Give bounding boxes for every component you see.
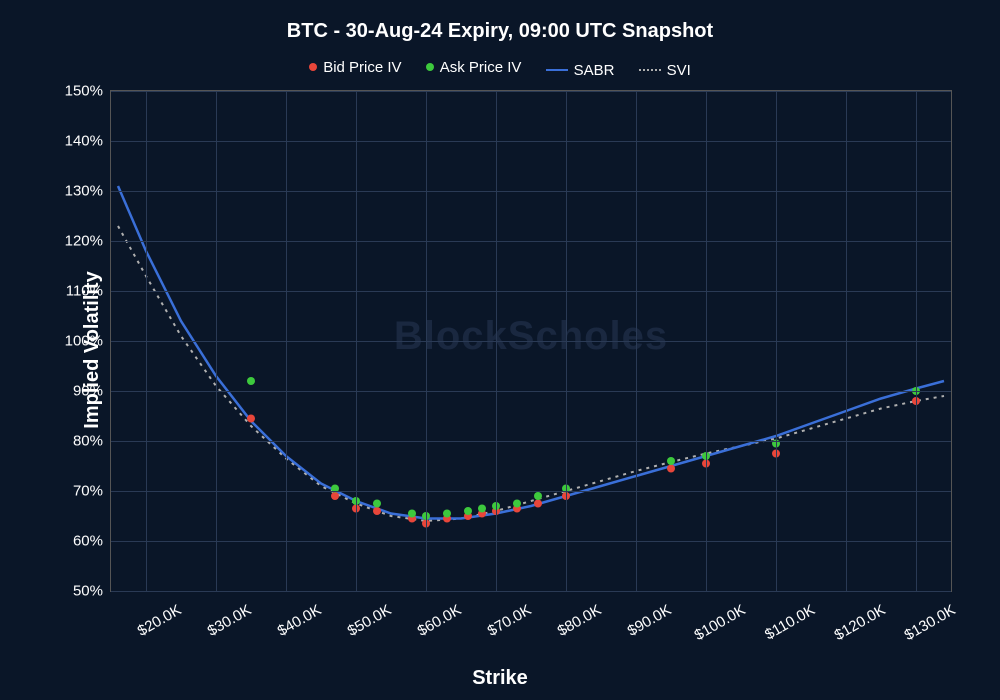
svi-curve [118,226,944,521]
grid-line-h [111,141,951,142]
x-tick-label: $20.0K [129,591,185,640]
sabr-curve [118,186,944,519]
y-tick-label: 60% [73,533,111,550]
x-tick-label: $80.0K [549,591,605,640]
legend-item-ask: Ask Price IV [426,59,522,76]
bid-dot-icon [309,63,317,71]
x-tick-label: $50.0K [339,591,395,640]
grid-line-h [111,241,951,242]
bid-point [373,507,381,515]
ask-point [534,492,542,500]
x-axis-label: Strike [0,667,1000,690]
ask-point [247,377,255,385]
x-tick-label: $70.0K [479,591,535,640]
ask-point [408,510,416,518]
y-tick-label: 150% [65,83,111,100]
y-tick-label: 80% [73,433,111,450]
bid-point [331,492,339,500]
ask-point [667,457,675,465]
ask-point [464,507,472,515]
x-tick-label: $130.0K [896,591,959,644]
x-tick-label: $30.0K [199,591,255,640]
x-tick-label: $60.0K [409,591,465,640]
bid-point [534,500,542,508]
y-tick-label: 100% [65,333,111,350]
grid-line-h [111,191,951,192]
ask-point [443,510,451,518]
x-tick-label: $90.0K [619,591,675,640]
ask-point [478,505,486,513]
legend-label: Ask Price IV [440,59,522,76]
legend-item-sabr: SABR [546,62,615,79]
ask-point [513,500,521,508]
bid-point [667,465,675,473]
grid-line-h [111,541,951,542]
x-tick-label: $100.0K [686,591,749,644]
grid-line-h [111,391,951,392]
grid-line-h [111,591,951,592]
chart-legend: Bid Price IV Ask Price IV SABR SVI [0,58,1000,79]
legend-item-svi: SVI [639,62,691,79]
sabr-line-icon [546,69,568,71]
x-tick-label: $120.0K [826,591,889,644]
y-tick-label: 120% [65,233,111,250]
y-tick-label: 140% [65,133,111,150]
x-tick-label: $110.0K [756,591,818,644]
grid-line-h [111,91,951,92]
y-tick-label: 70% [73,483,111,500]
legend-item-bid: Bid Price IV [309,59,401,76]
volatility-chart: BTC - 30-Aug-24 Expiry, 09:00 UTC Snapsh… [0,0,1000,700]
ask-dot-icon [426,63,434,71]
ask-point [373,500,381,508]
legend-label: Bid Price IV [323,59,401,76]
y-tick-label: 90% [73,383,111,400]
chart-title: BTC - 30-Aug-24 Expiry, 09:00 UTC Snapsh… [0,20,1000,43]
svi-dash-icon [639,69,661,71]
plot-area: BlockScholes $20.0K$30.0K$40.0K$50.0K$60… [110,90,952,592]
grid-line-h [111,441,951,442]
bid-point [247,415,255,423]
y-tick-label: 130% [65,183,111,200]
y-tick-label: 110% [66,283,111,300]
grid-line-h [111,341,951,342]
grid-line-h [111,291,951,292]
x-tick-label: $40.0K [269,591,325,640]
legend-label: SVI [667,62,691,79]
grid-line-h [111,491,951,492]
legend-label: SABR [574,62,615,79]
y-tick-label: 50% [73,583,111,600]
